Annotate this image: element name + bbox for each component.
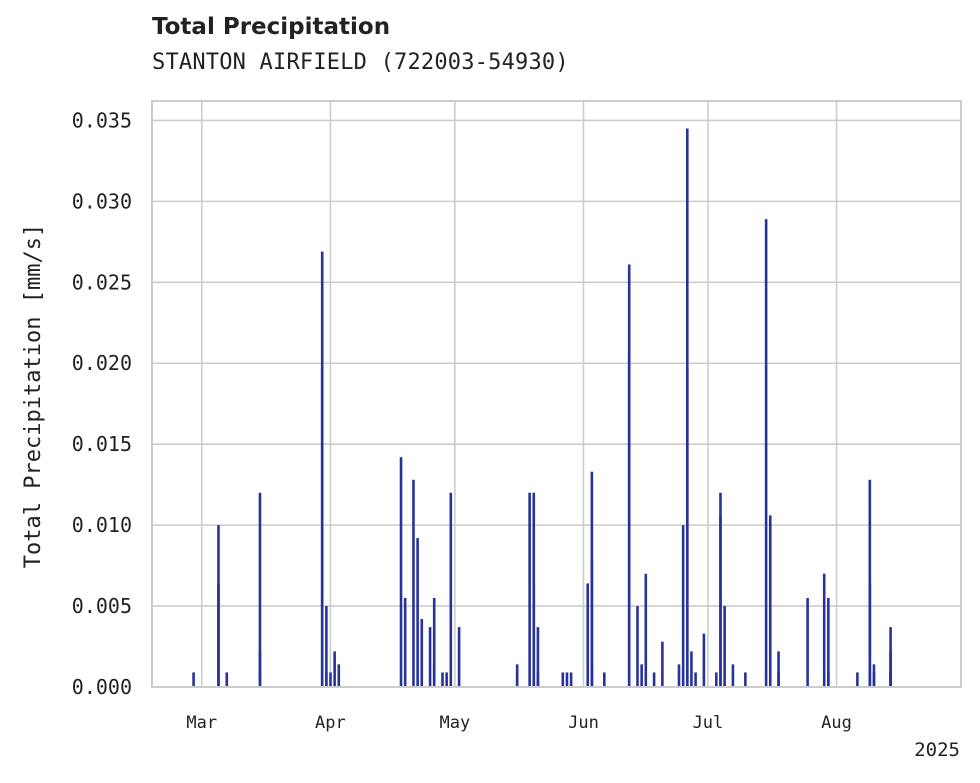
x-tick-label: May (439, 713, 470, 733)
precip-bar (723, 606, 726, 687)
precip-bar (569, 672, 573, 687)
precip-bar (329, 672, 332, 687)
y-tick-label: 0.000 (72, 675, 132, 699)
precip-bar (515, 664, 519, 687)
y-tick-label: 0.015 (72, 432, 132, 456)
precip-bar (536, 672, 540, 687)
x-tick-label: Jul (693, 713, 724, 733)
precip-bar (590, 664, 594, 687)
y-tick-label: 0.030 (72, 189, 132, 213)
precip-bar (412, 479, 415, 687)
precip-bar (827, 672, 830, 687)
bars (192, 128, 892, 687)
precip-bar (258, 492, 262, 687)
precip-bar (325, 672, 328, 687)
precip-bar (416, 538, 419, 687)
precip-bar (719, 515, 722, 687)
x-tick-label: Aug (821, 713, 852, 733)
year-label: 2025 (914, 739, 960, 761)
precip-bar (528, 492, 531, 687)
y-tick-label: 0.010 (72, 513, 132, 537)
y-tick-label: 0.020 (72, 351, 132, 375)
x-tick-labels: Mar Apr May Jun Jul Aug (186, 713, 851, 733)
chart-subtitle: STANTON AIRFIELD (722003-54930) (152, 50, 569, 75)
precip-bar (661, 641, 664, 687)
precip-bar (827, 597, 830, 687)
precip-bar (685, 368, 689, 687)
precip-bar (694, 672, 697, 687)
precip-bar (856, 672, 859, 687)
precip-bar (449, 492, 453, 687)
precip-bar (441, 672, 444, 687)
precip-bar (428, 627, 432, 687)
precip-bar (403, 597, 407, 687)
precip-bar (536, 627, 540, 687)
precip-bar (652, 672, 656, 687)
precip-bar (590, 560, 594, 687)
plot-frame (151, 100, 962, 688)
precip-bar (636, 606, 639, 687)
precip-bar (889, 672, 892, 687)
precip-bar (640, 664, 643, 687)
precip-bar (586, 583, 590, 687)
precip-bar (744, 672, 747, 687)
precip-bar (217, 583, 220, 687)
precip-bar (889, 627, 892, 687)
precip-bar (777, 672, 780, 687)
grid (152, 101, 961, 688)
x-tick-label: Apr (315, 713, 346, 733)
precip-bar (677, 664, 681, 687)
precip-bar (822, 573, 826, 687)
precip-bar (420, 619, 424, 687)
precip-bar (627, 353, 631, 687)
x-tick-label: Jun (568, 713, 599, 733)
precip-bar (644, 573, 648, 687)
precip-bar (225, 672, 229, 687)
precip-bar (399, 457, 403, 687)
precip-bar (337, 664, 341, 687)
precip-bar (561, 672, 565, 687)
precip-bar (715, 672, 718, 687)
precip-bar (731, 664, 735, 687)
precip-bar (457, 627, 461, 687)
precip-bar (192, 672, 195, 687)
precip-bar (690, 651, 693, 687)
y-tick-label: 0.025 (72, 270, 132, 294)
y-tick-labels: 0.000 0.005 0.010 0.015 0.020 0.025 0.030 0.035 (72, 108, 132, 699)
precip-bar (333, 651, 336, 687)
chart-title: Total Precipitation (152, 14, 391, 40)
precip-bar (777, 651, 780, 687)
y-axis-label: Total Precipitation [mm/s] (21, 224, 46, 568)
precip-bar (432, 664, 436, 687)
y-tick-label: 0.035 (72, 108, 132, 132)
precip-bar (681, 525, 685, 687)
precip-bar (603, 672, 606, 687)
precip-bar (764, 219, 768, 687)
precip-bar (432, 597, 436, 687)
precip-bar (258, 651, 262, 687)
precip-bar (702, 633, 706, 687)
y-tick-label: 0.005 (72, 594, 132, 618)
x-tick-label: Mar (186, 713, 217, 733)
precip-bar (532, 583, 536, 687)
precip-bar (445, 672, 448, 687)
precip-bar (325, 606, 328, 687)
precip-bar (806, 597, 809, 687)
precip-bar (768, 515, 772, 687)
precip-bar (872, 672, 876, 687)
precip-bar (868, 583, 872, 687)
precip-bar (565, 672, 569, 687)
precip-bar (320, 368, 324, 687)
